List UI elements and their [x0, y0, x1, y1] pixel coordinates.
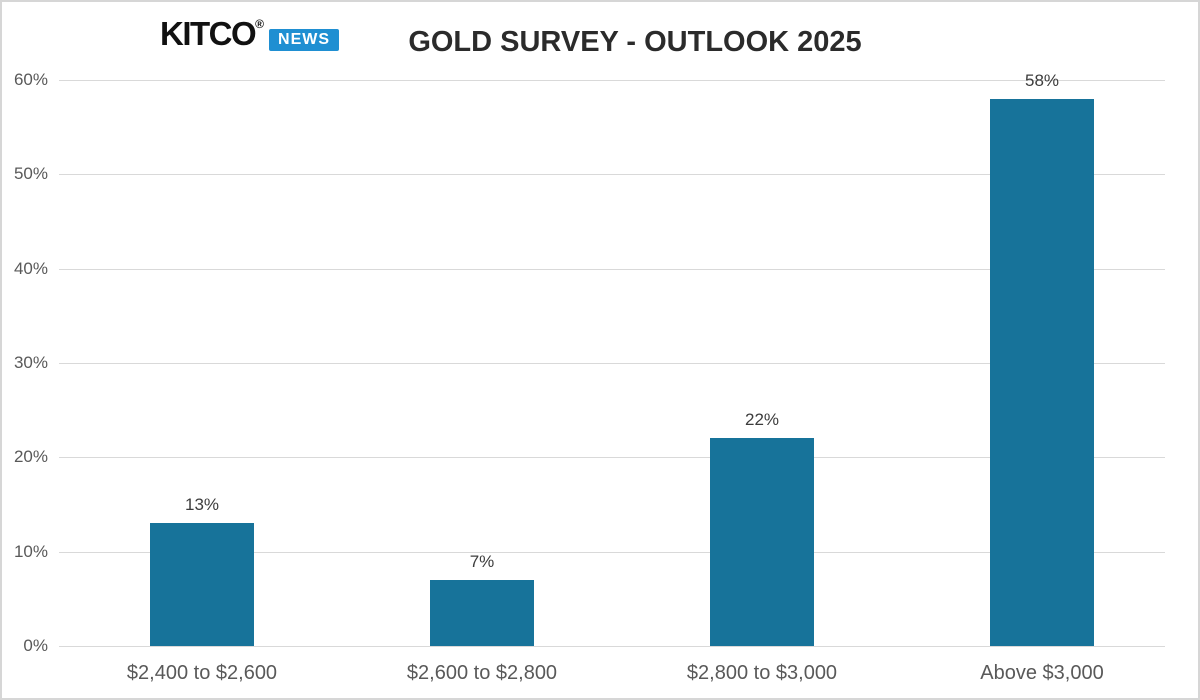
bar-$2,400 to $2,600: [150, 523, 254, 646]
gridline-10%: [59, 551, 1165, 553]
chart-title: GOLD SURVEY - OUTLOOK 2025: [408, 26, 862, 58]
gridline-30%: [59, 363, 1165, 364]
bar-$2,800 to $3,000: [710, 438, 814, 646]
x-axis-category-label: $2,400 to $2,600: [126, 662, 278, 684]
bar-value-label: 58%: [1024, 70, 1060, 90]
y-axis-tick-60%: 60%: [13, 70, 48, 89]
y-axis-tick-30%: 30%: [13, 353, 48, 372]
gridline-40%: [59, 268, 1165, 270]
gridline-0%: [59, 646, 1165, 647]
x-axis-category-label: Above $3,000: [980, 662, 1104, 684]
y-axis-tick-40%: 40%: [13, 258, 48, 278]
y-axis-tick-20%: 20%: [13, 447, 48, 467]
bar-$2,600 to $2,800: [430, 579, 534, 646]
registered-trademark-icon: ®: [255, 17, 265, 31]
y-axis-tick-50%: 50%: [13, 164, 48, 184]
bar-Above $3,000: [990, 98, 1094, 646]
y-axis-tick-0%: 0%: [23, 636, 48, 655]
kitco-news-logo: KITCO ® NEWS: [160, 15, 340, 56]
gridline-50%: [59, 174, 1165, 176]
news-badge: NEWS: [269, 29, 340, 51]
x-axis-category-label: $2,600 to $2,800: [406, 662, 558, 684]
gridline-20%: [59, 457, 1165, 459]
gridline-60%: [59, 80, 1165, 81]
bar-value-label: 7%: [469, 551, 495, 571]
bar-value-label: 22%: [744, 410, 780, 430]
kitco-wordmark: KITCO: [160, 15, 257, 52]
y-axis-tick-10%: 10%: [13, 541, 48, 561]
bar-value-label: 13%: [184, 495, 220, 515]
x-axis-category-label: $2,800 to $3,000: [686, 662, 838, 684]
